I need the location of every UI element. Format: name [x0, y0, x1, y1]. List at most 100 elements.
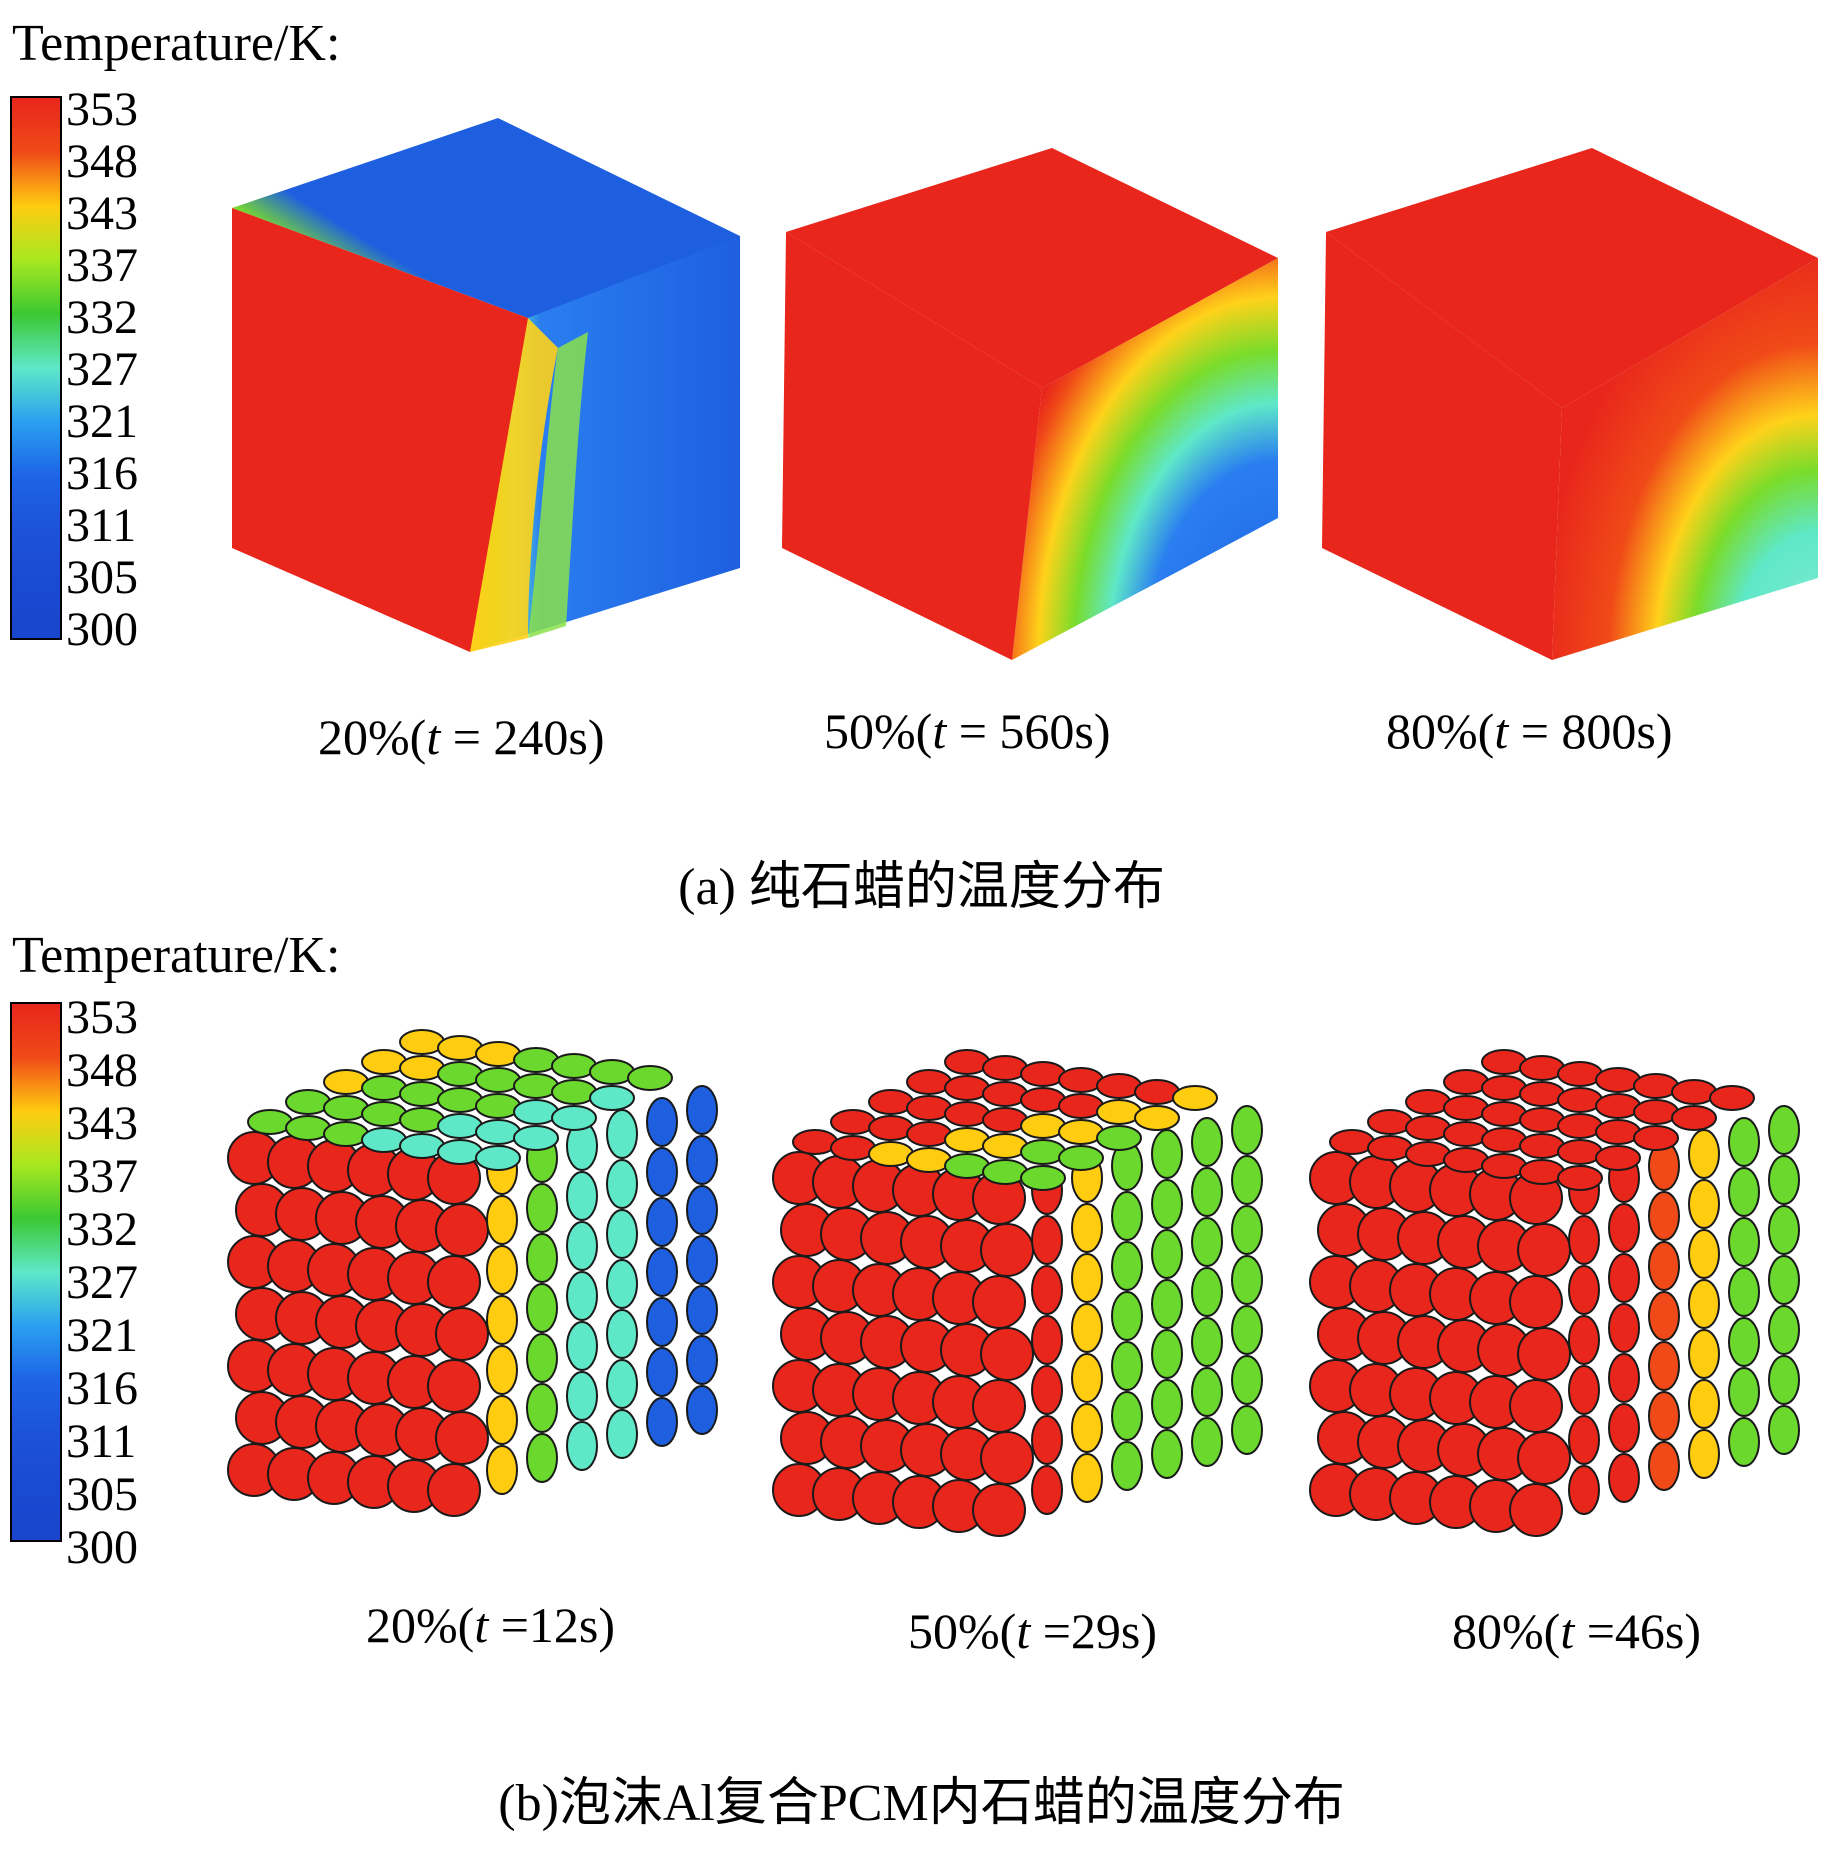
tick-label: 353	[66, 83, 138, 136]
state-label-a-50: 50%(t = 560s)	[824, 703, 1111, 759]
foam-pore-cell	[1071, 1353, 1103, 1403]
foam-pore-cell	[1031, 1465, 1063, 1515]
foam-pore-cell	[526, 1383, 558, 1433]
time-value: =12s	[500, 1597, 599, 1653]
foam-pore-cell	[1151, 1429, 1183, 1479]
foam-pore-cell	[1151, 1229, 1183, 1279]
foam-pore-cell	[427, 1359, 481, 1413]
foam-pore-cell	[686, 1335, 718, 1385]
foam-pore-cell	[551, 1105, 597, 1131]
foam-pore-cell	[1709, 1085, 1755, 1111]
foam-pore-cell	[427, 1255, 481, 1309]
foam-pore-cell	[1191, 1367, 1223, 1417]
foam-pore-cell	[1768, 1105, 1800, 1155]
foam-pore-cell	[1151, 1329, 1183, 1379]
foam-pore-cell	[1633, 1125, 1679, 1151]
foam-pore-cell	[566, 1371, 598, 1421]
caption-b: (b)泡沫Al复合PCM内石蜡的温度分布	[498, 1775, 1345, 1832]
foam-pore-cell	[606, 1109, 638, 1159]
foam-pore-cell	[686, 1185, 718, 1235]
tick-label: 332	[66, 291, 138, 344]
foam-pore-cell	[1191, 1217, 1223, 1267]
time-symbol: t	[1494, 703, 1509, 759]
time-value: = 560s	[958, 703, 1094, 759]
pure-paraffin-cube-20-icon	[228, 118, 748, 658]
foam-pore-cell	[1648, 1291, 1680, 1341]
time-value: =46s	[1586, 1603, 1685, 1659]
foam-pore-cell	[1231, 1205, 1263, 1255]
foam-pore-cell	[475, 1145, 521, 1171]
foam-pore-cell	[1172, 1085, 1218, 1111]
tick-label: 300	[66, 603, 138, 656]
foam-pore-cell	[972, 1379, 1026, 1433]
foam-pore-cell	[1768, 1255, 1800, 1305]
foam-pore-cell	[1608, 1303, 1640, 1353]
foam-pore-cell	[1768, 1305, 1800, 1355]
foam-pore-cell	[646, 1247, 678, 1297]
pure-paraffin-cube-50-icon	[782, 148, 1282, 660]
foam-pore-cell	[486, 1245, 518, 1295]
foam-pore-cell	[1111, 1191, 1143, 1241]
time-value: = 240s	[452, 709, 588, 765]
foam-pore-cell	[686, 1285, 718, 1335]
foam-pore-cell	[486, 1195, 518, 1245]
tick-label: 321	[66, 395, 138, 448]
foam-pore-cell	[1728, 1117, 1760, 1167]
foam-pore-cell	[1231, 1255, 1263, 1305]
foam-pore-cell	[1728, 1317, 1760, 1367]
foam-pore-cell	[606, 1159, 638, 1209]
legend-title-b: Temperature/K:	[12, 927, 341, 984]
foam-pore-cell	[1191, 1267, 1223, 1317]
caption-a: (a) 纯石蜡的温度分布	[678, 859, 1165, 916]
foam-pore-cell	[1151, 1279, 1183, 1329]
foam-pore-cell	[1191, 1317, 1223, 1367]
foam-pore-cell	[1031, 1365, 1063, 1415]
foam-pore-cell	[646, 1397, 678, 1447]
time-symbol: t	[1560, 1603, 1575, 1659]
foam-pore-cell	[1688, 1379, 1720, 1429]
foam-al-cube-80-icon	[1309, 1049, 1842, 1537]
foam-pore-cell	[972, 1483, 1026, 1537]
state-label-b-20: 20%(t =12s)	[366, 1597, 616, 1653]
foam-pore-cell	[646, 1197, 678, 1247]
foam-pore-cell	[1111, 1391, 1143, 1441]
foam-pore-cell	[686, 1235, 718, 1285]
time-value: = 800s	[1520, 703, 1656, 759]
foam-pore-cell	[486, 1295, 518, 1345]
pure-paraffin-cube-80-icon	[1322, 148, 1822, 660]
tick-label: 353	[66, 991, 138, 1044]
foam-pore-cell	[526, 1333, 558, 1383]
foam-pore-cell	[1517, 1431, 1571, 1485]
foam-pore-cell	[1688, 1229, 1720, 1279]
foam-pore-cell	[1688, 1179, 1720, 1229]
foam-pore-cell	[686, 1135, 718, 1185]
foam-al-cube-20-icon	[227, 1029, 760, 1517]
foam-pore-cell	[1648, 1391, 1680, 1441]
foam-pore-cell	[1688, 1329, 1720, 1379]
foam-pore-cell	[1151, 1179, 1183, 1229]
foam-pore-cell	[1688, 1279, 1720, 1329]
foam-pore-cell	[566, 1321, 598, 1371]
state-label-b-50: 50%(t =29s)	[908, 1603, 1158, 1659]
tick-label: 300	[66, 1521, 138, 1574]
foam-pore-cell	[1191, 1417, 1223, 1467]
foam-pore-cell	[1568, 1315, 1600, 1365]
foam-pore-cell	[1517, 1327, 1571, 1381]
foam-pore-cell	[1688, 1429, 1720, 1479]
foam-pore-cell	[526, 1433, 558, 1483]
time-symbol: t	[932, 703, 947, 759]
foam-pore-cell	[1648, 1341, 1680, 1391]
foam-pore-cell	[1608, 1253, 1640, 1303]
foam-pore-cell	[589, 1085, 635, 1111]
foam-pore-cell	[980, 1327, 1034, 1381]
foam-pore-cell	[606, 1359, 638, 1409]
foam-pore-cell	[1728, 1267, 1760, 1317]
foam-pore-cell	[1595, 1145, 1641, 1171]
foam-pore-cell	[1071, 1203, 1103, 1253]
foam-pore-cell	[1509, 1275, 1563, 1329]
foam-pore-cell	[980, 1431, 1034, 1485]
state-label-b-80: 80%(t =46s)	[1452, 1603, 1702, 1659]
foam-pore-cell	[646, 1097, 678, 1147]
foam-pore-cell	[566, 1171, 598, 1221]
foam-pore-cell	[1191, 1117, 1223, 1167]
